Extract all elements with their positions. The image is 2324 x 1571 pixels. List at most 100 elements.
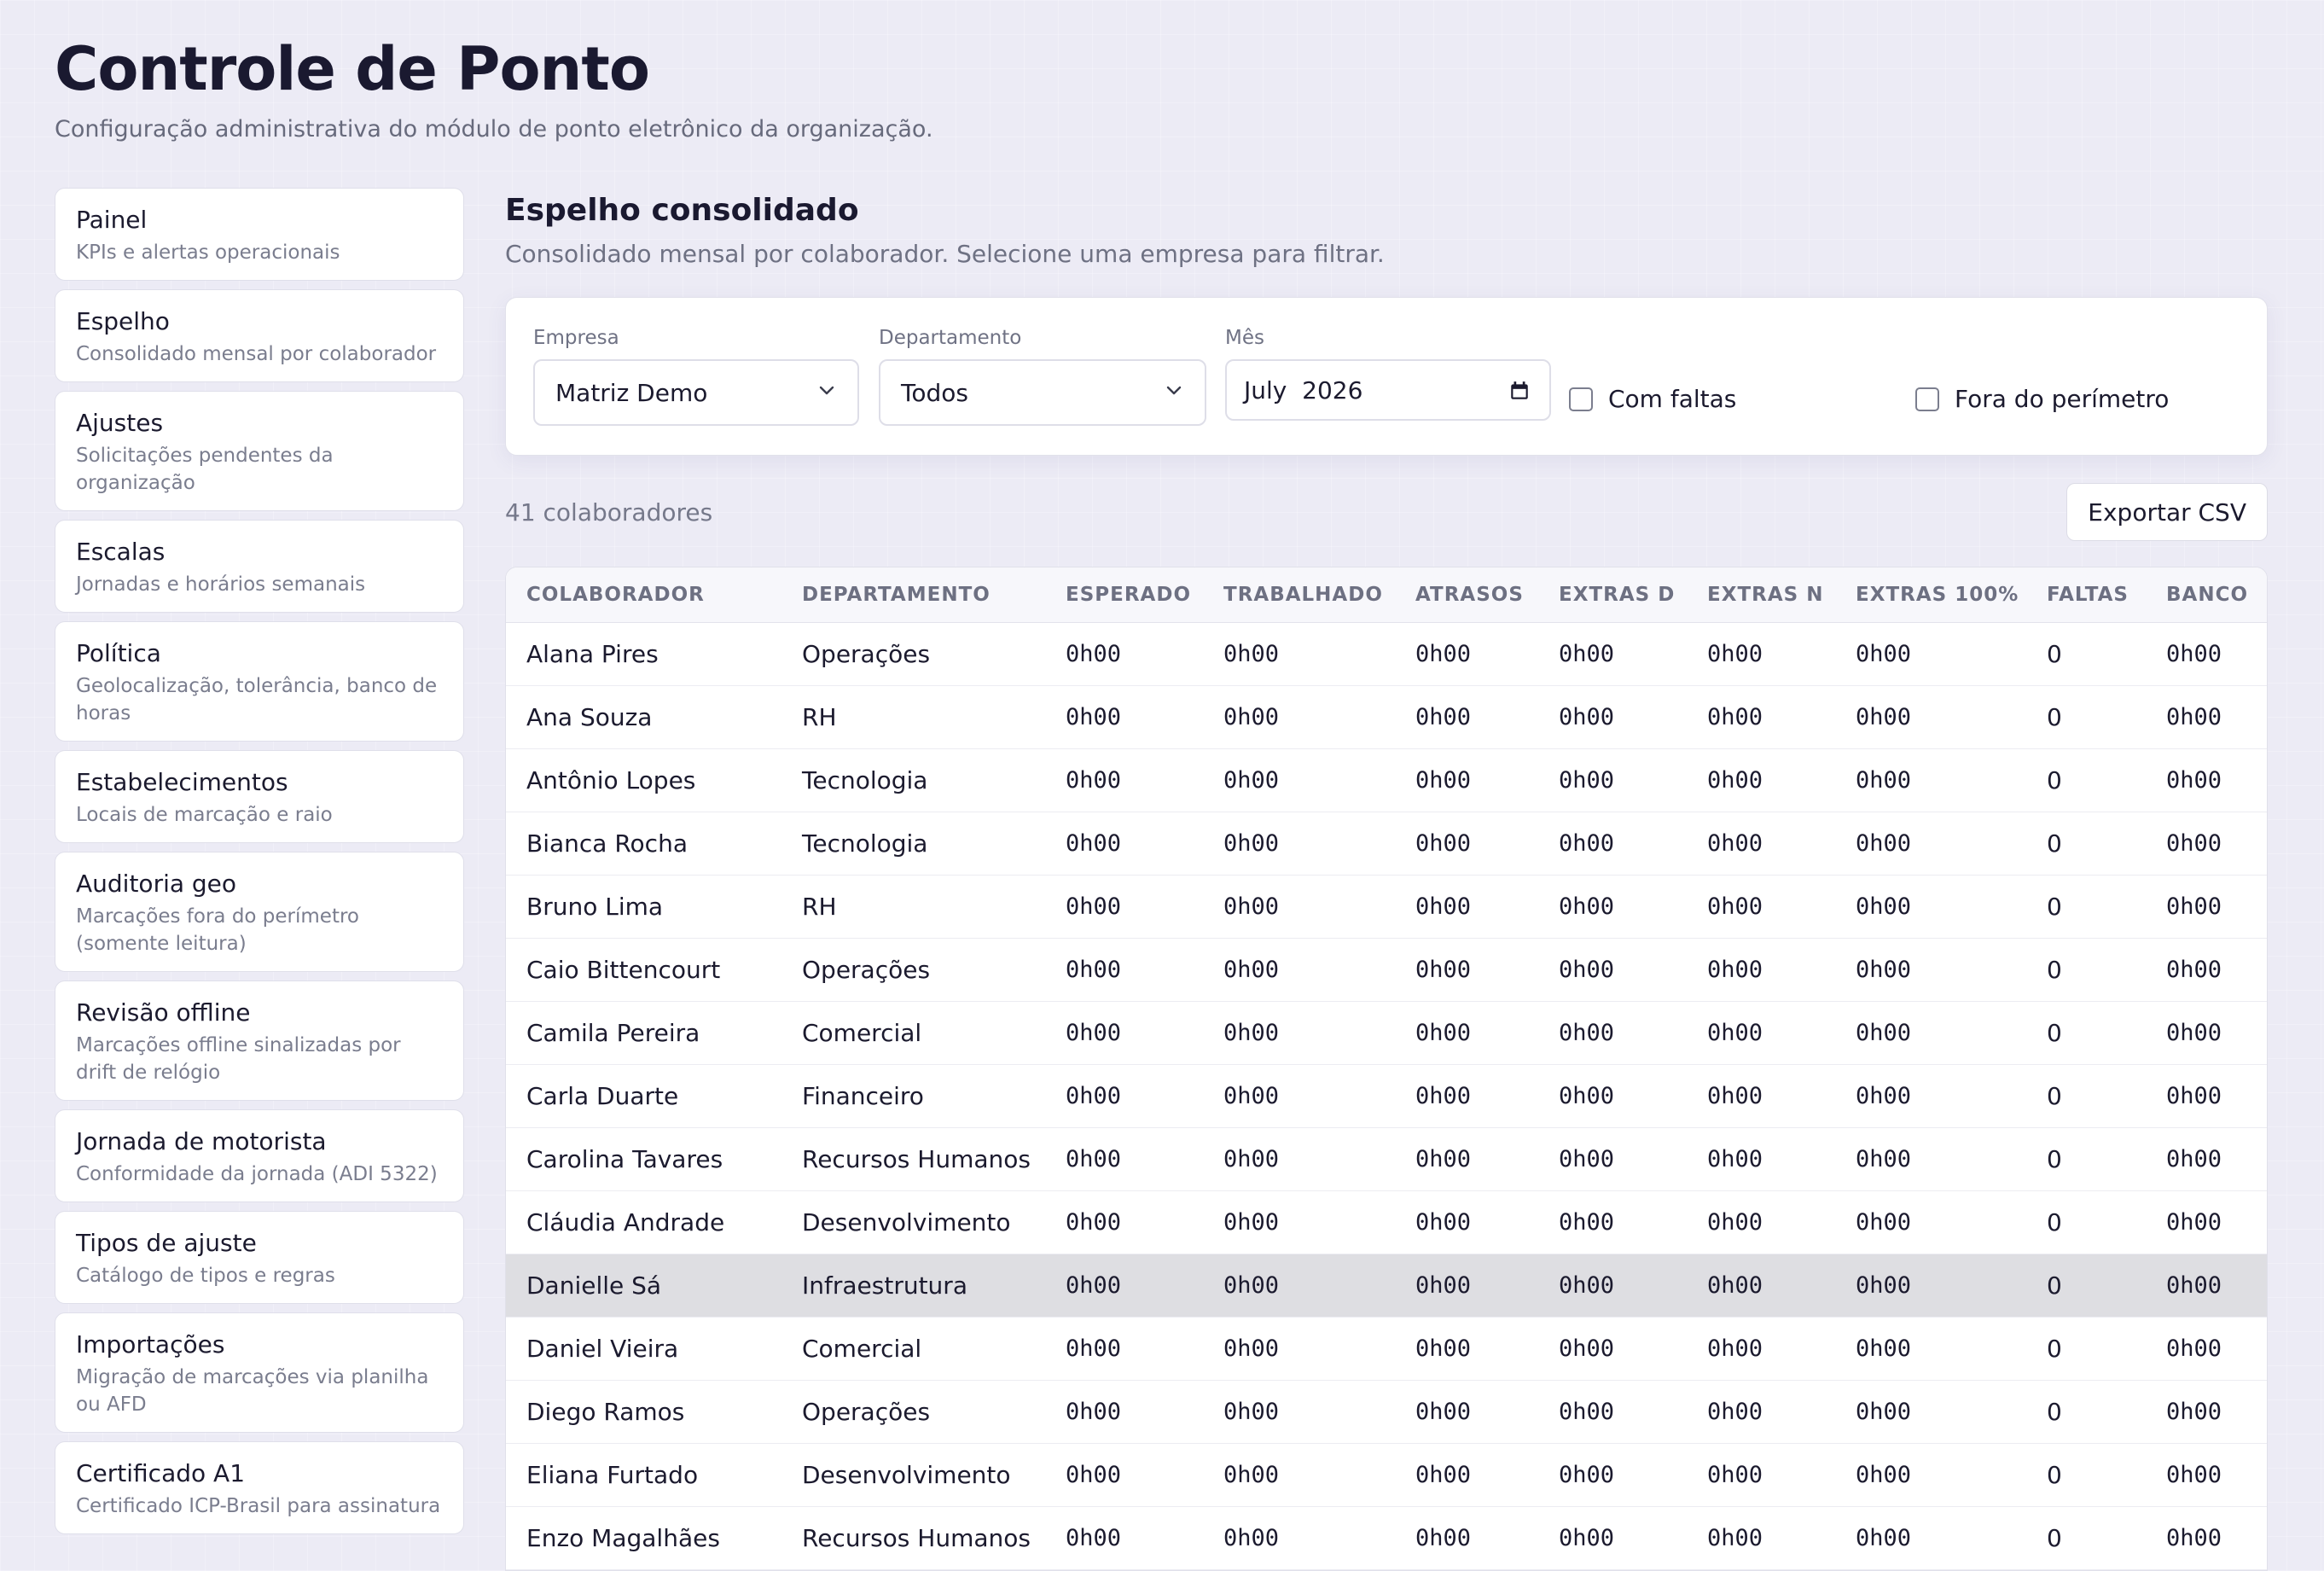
col-trabalhado-header[interactable]: TRABALHADO (1203, 567, 1395, 623)
sidebar-item-certificado-a1[interactable]: Certificado A1 Certificado ICP-Brasil pa… (55, 1441, 464, 1534)
table-row[interactable]: Carla Duarte Financeiro 0h00 0h00 0h00 0h00 0h… (506, 1064, 2267, 1128)
sidebar-item-estabelecimentos[interactable]: Estabelecimentos Locais de marcação e ra… (55, 750, 464, 843)
table-row[interactable]: Cláudia Andrade Desenvolvimento 0h00 0h00 0h… (506, 1190, 2267, 1254)
table-row[interactable]: Enzo Magalhães Recursos Humanos 0h00 0h00 0h… (506, 1506, 2267, 1570)
sidebar-item-jornada-motorista[interactable]: Jornada de motorista Conformidade da jor… (55, 1109, 464, 1202)
col-colaborador-header[interactable]: COLABORADOR (506, 567, 781, 623)
sidebar-item-label: Escalas (76, 538, 166, 566)
col-extras-n-cell: 0h00 (1687, 1317, 1835, 1381)
col-trabalhado-cell: 0h00 (1203, 748, 1395, 812)
col-faltas-cell: 0 (2026, 622, 2146, 686)
col-extras-d-header[interactable]: EXTRAS D (1538, 567, 1687, 623)
col-trabalhado-cell: 0h00 (1203, 1064, 1395, 1128)
sidebar-item-escalas[interactable]: Escalas Jornadas e horários semanais (55, 520, 464, 613)
col-faltas-header[interactable]: FALTAS (2026, 567, 2146, 623)
col-atrasos-cell: 0h00 (1395, 875, 1538, 939)
sidebar-item-desc: Consolidado mensal por colaborador (76, 343, 437, 365)
sidebar-item-ajustes[interactable]: Ajustes Solicitações pendentes da organi… (55, 391, 464, 511)
col-faltas-cell: 0 (2026, 1127, 2146, 1191)
col-extras-d-cell: 0h00 (1538, 1443, 1687, 1507)
col-extras-100-header[interactable]: EXTRAS 100% (1835, 567, 2026, 623)
col-departamento-cell: RH (781, 685, 1045, 749)
sidebar-item-desc: Conformidade da jornada (ADI 5322) (76, 1163, 438, 1185)
col-atrasos-cell: 0h00 (1395, 1254, 1538, 1318)
col-atrasos-header[interactable]: ATRASOS (1395, 567, 1538, 623)
col-extras-n-cell: 0h00 (1687, 1001, 1835, 1065)
table-row[interactable]: Caio Bittencourt Operações 0h00 0h00 0h00 0h0… (506, 938, 2267, 1002)
table-row[interactable]: Carolina Tavares Recursos Humanos 0h00 0h00… (506, 1127, 2267, 1191)
section-title: Espelho consolidado (505, 193, 859, 228)
sidebar-item-painel[interactable]: Painel KPIs e alertas operacionais (55, 188, 464, 281)
sidebar-item-tipos-ajuste[interactable]: Tipos de ajuste Catálogo de tipos e regr… (55, 1211, 464, 1304)
sidebar-item-desc: Certificado ICP-Brasil para assinatura (76, 1495, 441, 1517)
export-csv-button[interactable]: Exportar CSV (2066, 483, 2268, 541)
col-departamento-header[interactable]: DEPARTAMENTO (781, 567, 1045, 623)
col-extras-d-cell: 0h00 (1538, 1254, 1687, 1318)
sidebar-item-desc: Migração de marcações via planilha ou AF… (76, 1366, 429, 1416)
col-faltas-cell: 0 (2026, 1506, 2146, 1570)
col-departamento-cell: Comercial (781, 1001, 1045, 1065)
col-trabalhado-cell: 0h00 (1203, 1317, 1395, 1381)
col-esperado-cell: 0h00 (1045, 1190, 1203, 1254)
com-faltas-label: Com faltas (1608, 385, 1737, 413)
empresa-select[interactable]: Matriz Demo (533, 359, 859, 426)
mes-date-input[interactable]: July 2026 (1225, 359, 1551, 421)
sidebar-item-label: Tipos de ajuste (76, 1229, 257, 1257)
sidebar-item-label: Painel (76, 206, 148, 234)
col-trabalhado-cell: 0h00 (1203, 685, 1395, 749)
col-atrasos-cell: 0h00 (1395, 938, 1538, 1002)
col-esperado-cell: 0h00 (1045, 875, 1203, 939)
table-row[interactable]: Alana Pires Operações 0h00 0h00 0h00 0h00 0h00… (506, 622, 2267, 686)
fora-perimetro-checkbox[interactable]: Fora do perímetro (1915, 385, 2169, 413)
table-row[interactable]: Bruno Lima RH 0h00 0h00 0h00 0h00 0h00 0h00 0 0h0… (506, 875, 2267, 939)
col-faltas-cell: 0 (2026, 685, 2146, 749)
col-extras-100-cell: 0h00 (1835, 748, 2026, 812)
col-departamento-cell: Tecnologia (781, 812, 1045, 876)
col-atrasos-cell: 0h00 (1395, 1064, 1538, 1128)
calendar-icon[interactable] (1508, 380, 1531, 402)
checkbox-box[interactable] (1915, 387, 1939, 411)
col-banco-header[interactable]: BANCO (2146, 567, 2267, 623)
table-row[interactable]: Diego Ramos Operações 0h00 0h00 0h00 0h00 0h00… (506, 1380, 2267, 1444)
col-colaborador-cell: Eliana Furtado (506, 1443, 781, 1507)
col-esperado-cell: 0h00 (1045, 1254, 1203, 1318)
col-departamento-cell: Comercial (781, 1317, 1045, 1381)
sidebar-item-revisao-offline[interactable]: Revisão offline Marcações offline sinali… (55, 980, 464, 1101)
table-row[interactable]: Bianca Rocha Tecnologia 0h00 0h00 0h00 0h00 0h… (506, 812, 2267, 876)
col-esperado-cell: 0h00 (1045, 1506, 1203, 1570)
col-extras-100-cell: 0h00 (1835, 812, 2026, 876)
col-extras-n-cell: 0h00 (1687, 1506, 1835, 1570)
col-extras-100-cell: 0h00 (1835, 1064, 2026, 1128)
sidebar-item-auditoria-geo[interactable]: Auditoria geo Marcações fora do perímetr… (55, 852, 464, 972)
mes-label: Mês (1225, 327, 1264, 349)
col-departamento-cell: Desenvolvimento (781, 1190, 1045, 1254)
section-subtitle: Consolidado mensal por colaborador. Sele… (505, 240, 1385, 268)
col-colaborador-cell: Daniel Vieira (506, 1317, 781, 1381)
col-extras-d-cell: 0h00 (1538, 1190, 1687, 1254)
table-row[interactable]: Danielle Sá Infraestrutura 0h00 0h00 0h00 0h0… (506, 1254, 2267, 1318)
col-extras-d-cell: 0h00 (1538, 875, 1687, 939)
checkbox-box[interactable] (1569, 387, 1593, 411)
sidebar-item-importacoes[interactable]: Importações Migração de marcações via pl… (55, 1312, 464, 1433)
table-row[interactable]: Eliana Furtado Desenvolvimento 0h00 0h00 0h0… (506, 1443, 2267, 1507)
col-esperado-cell: 0h00 (1045, 622, 1203, 686)
col-banco-cell: 0h00 (2146, 875, 2267, 939)
col-extras-n-cell: 0h00 (1687, 938, 1835, 1002)
col-extras-d-cell: 0h00 (1538, 685, 1687, 749)
col-esperado-header[interactable]: ESPERADO (1045, 567, 1203, 623)
table-row[interactable]: Daniel Vieira Comercial 0h00 0h00 0h00 0h00 0h… (506, 1317, 2267, 1381)
col-colaborador-cell: Danielle Sá (506, 1254, 781, 1318)
departamento-select[interactable]: Todos (879, 359, 1206, 426)
col-extras-d-cell: 0h00 (1538, 1127, 1687, 1191)
col-extras-n-header[interactable]: EXTRAS N (1687, 567, 1835, 623)
table-row[interactable]: Ana Souza RH 0h00 0h00 0h00 0h00 0h00 0h00 0 0h00 (506, 685, 2267, 749)
sidebar-item-politica[interactable]: Política Geolocalização, tolerância, ban… (55, 621, 464, 742)
table-row[interactable]: Antônio Lopes Tecnologia 0h00 0h00 0h00 0h00 0… (506, 748, 2267, 812)
sidebar-item-espelho[interactable]: Espelho Consolidado mensal por colaborad… (55, 289, 464, 382)
col-extras-100-cell: 0h00 (1835, 1190, 2026, 1254)
com-faltas-checkbox[interactable]: Com faltas (1569, 385, 1736, 413)
col-banco-cell: 0h00 (2146, 622, 2267, 686)
sidebar-item-label: Jornada de motorista (76, 1127, 327, 1155)
table-row[interactable]: Camila Pereira Comercial 0h00 0h00 0h00 0h00 0… (506, 1001, 2267, 1065)
col-faltas-cell: 0 (2026, 748, 2146, 812)
